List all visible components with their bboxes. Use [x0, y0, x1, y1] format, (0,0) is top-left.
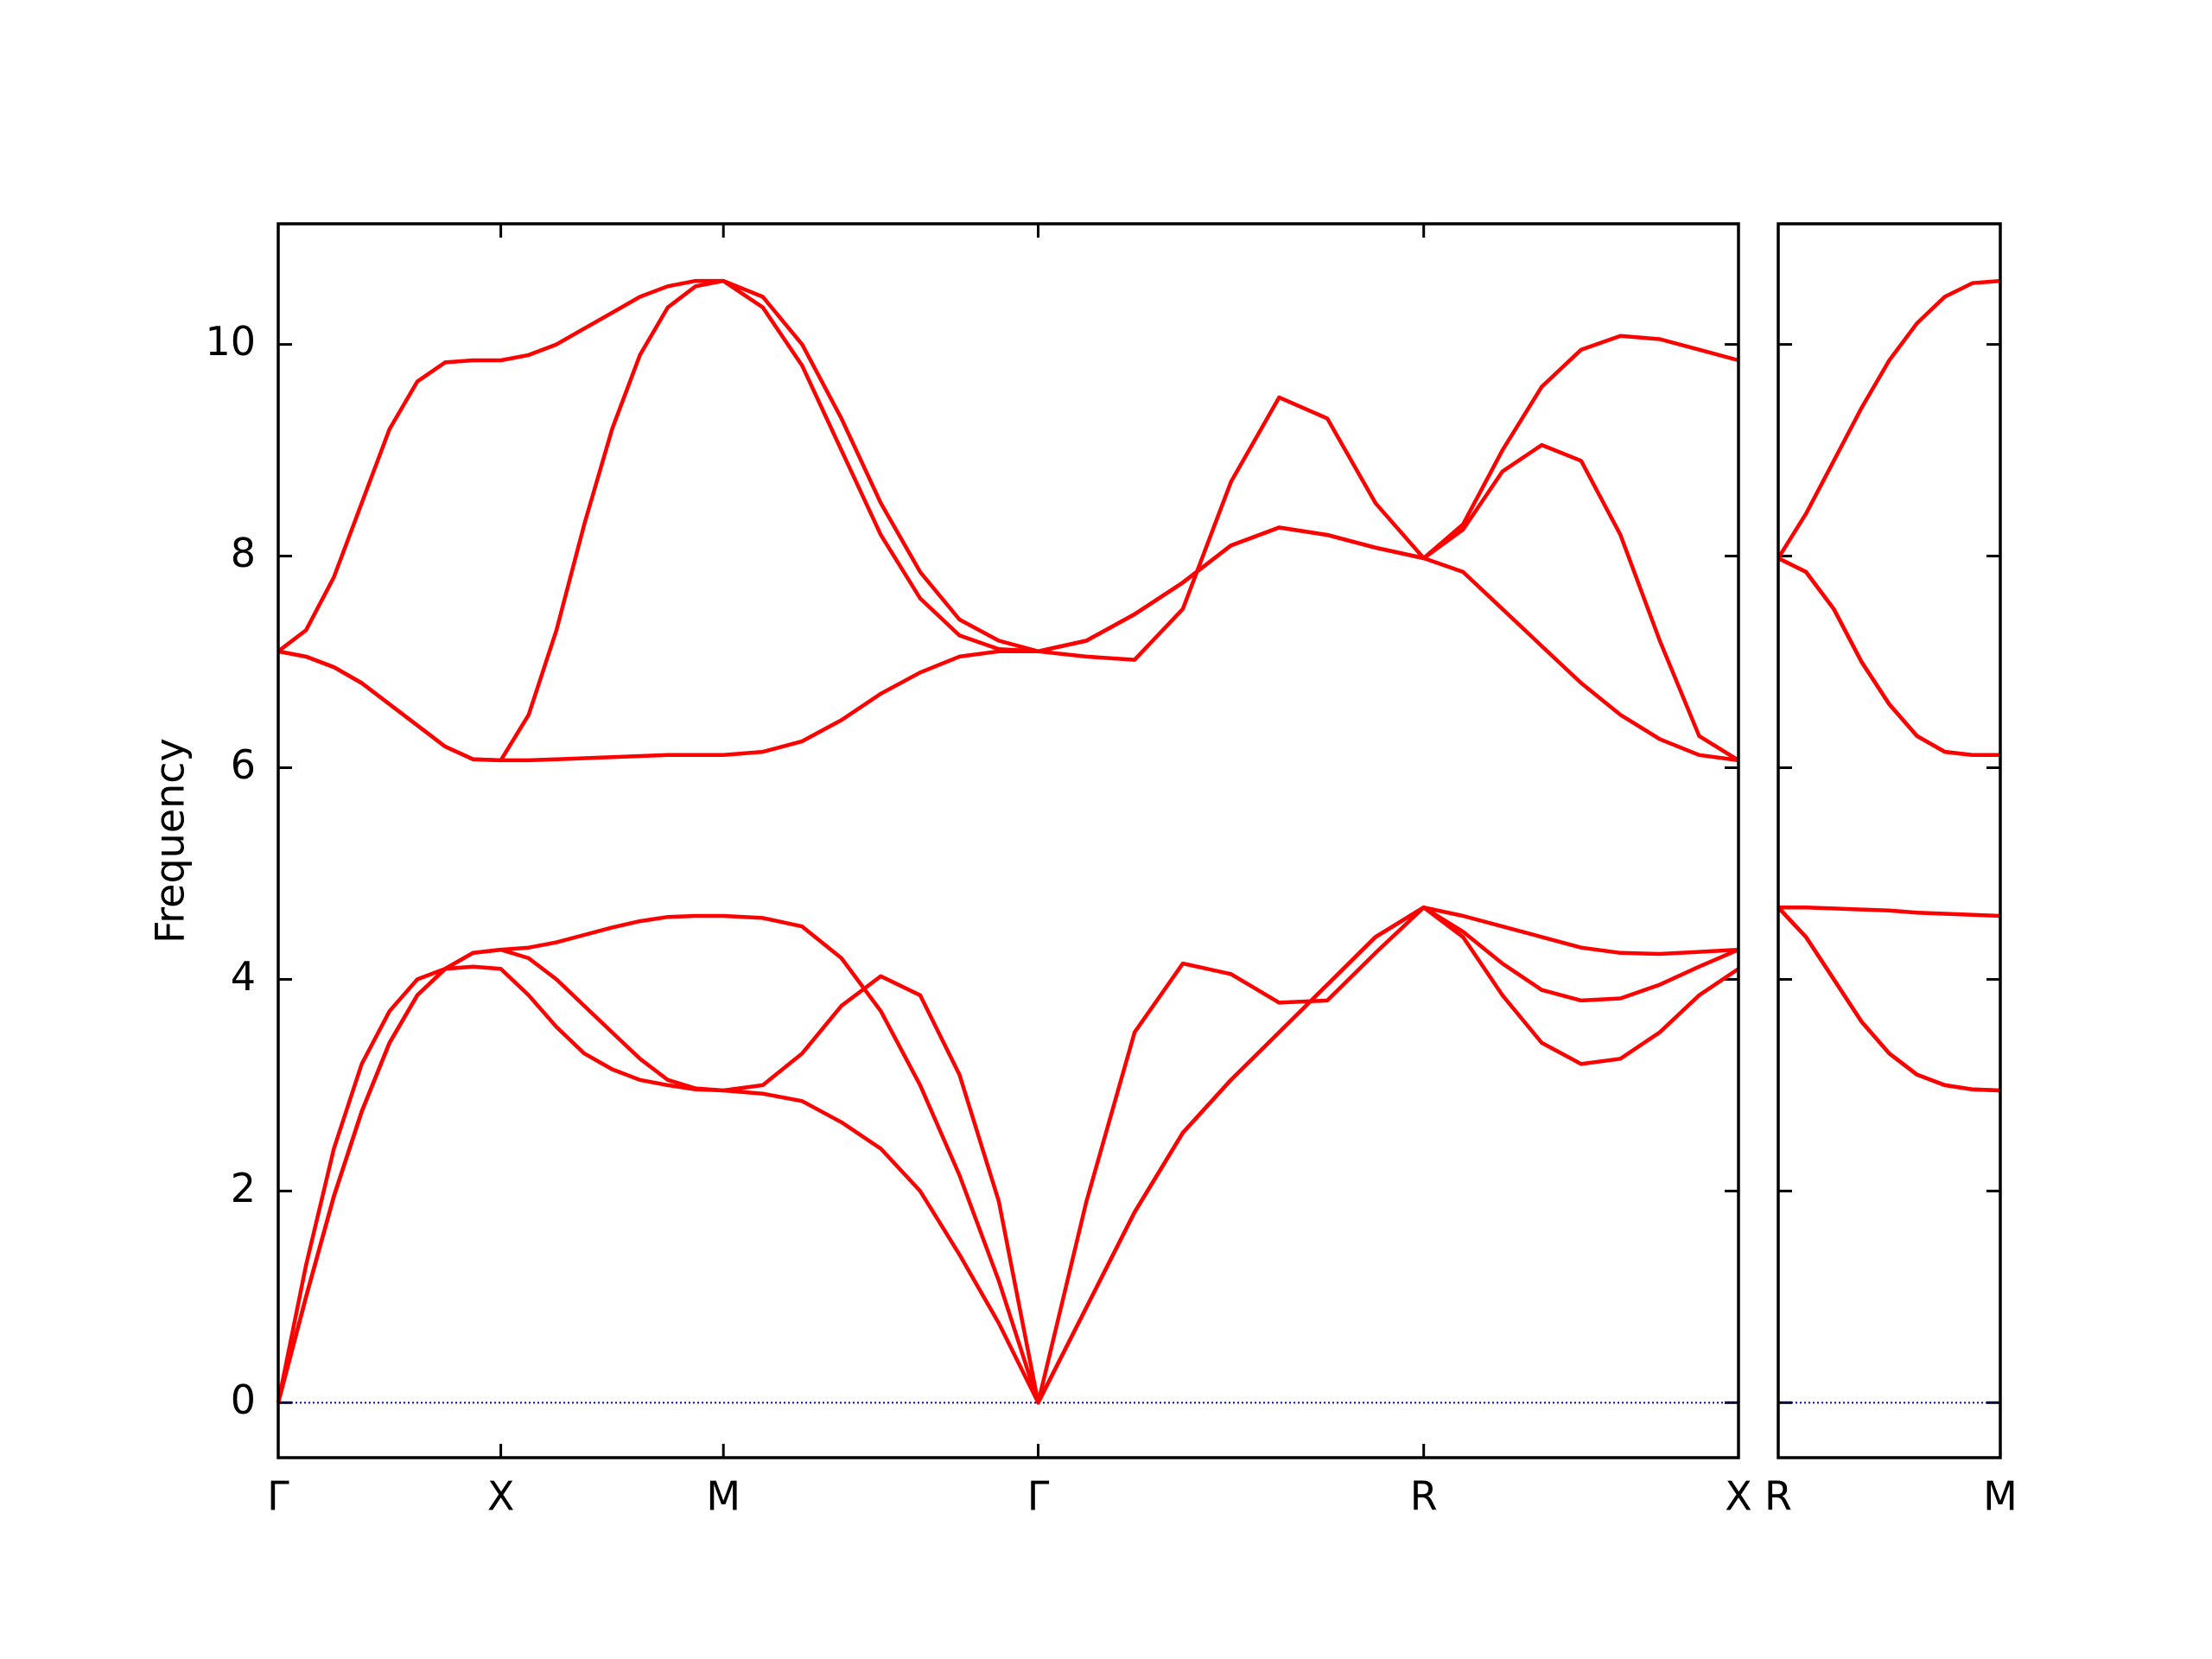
y-tick-label: 10: [205, 318, 256, 365]
band-line: [276, 278, 1739, 662]
x-tick-label: X: [1725, 1473, 1752, 1520]
x-tick-label: Γ: [1027, 1473, 1050, 1520]
x-tick-label: X: [487, 1473, 515, 1520]
band-line: [276, 905, 1739, 1405]
band-line: [1777, 556, 2000, 758]
band-line: [276, 905, 1740, 1405]
plot-frame: [276, 222, 1740, 1459]
band-line: [1778, 905, 2001, 918]
y-tick-label: 2: [231, 1165, 256, 1211]
x-tick-label: Γ: [267, 1473, 289, 1520]
x-tick-label: R: [1764, 1473, 1792, 1520]
y-tick-label: 0: [231, 1376, 256, 1423]
y-tick-label: 8: [231, 530, 256, 576]
band-line: [1777, 278, 2001, 560]
plot-frame: [1777, 222, 2002, 1459]
y-axis-label: Frequency: [147, 738, 194, 944]
band-line: [1777, 556, 2000, 758]
band-line: [276, 905, 1739, 1405]
y-tick-label: 4: [231, 953, 256, 1000]
x-tick-label: R: [1410, 1473, 1438, 1520]
band-line: [1777, 906, 2001, 1093]
x-tick-label: M: [1983, 1473, 2018, 1520]
y-tick-label: 6: [231, 741, 256, 788]
band-line: [277, 278, 1740, 763]
band-line: [1777, 906, 2001, 1093]
x-tick-label: M: [706, 1473, 741, 1520]
